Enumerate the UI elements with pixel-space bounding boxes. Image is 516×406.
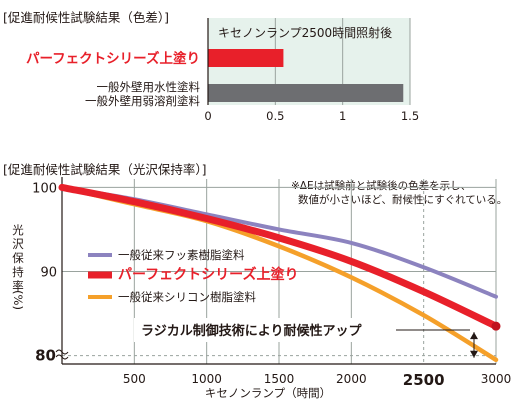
chart1-x-tick-label: 1.5	[401, 109, 419, 123]
chart2-annotation-arrowhead-down	[470, 350, 478, 358]
chart2-x-ticks: 500 1000 1500 2000 2500 3000	[123, 371, 511, 389]
chart2-legend-label: 一般従来シリコン樹脂塗料	[118, 290, 256, 304]
chart2-y-ticks: 100 90 80	[32, 181, 57, 364]
chart1-category-label: 一般外壁用弱溶剤塗料	[85, 94, 200, 108]
chart2-gridlines	[55, 177, 497, 365]
chart2-x-tick-label: 500	[123, 372, 146, 386]
chart1: [促進耐候性試験結果（色差）] キセノンランプ2500時間照射後 パーフェクトシ…	[3, 10, 419, 123]
chart2-series-lines	[58, 183, 501, 363]
chart2-x-tick-label: 2000	[336, 372, 367, 386]
chart2-y-axis-label: 光沢保持率(%)	[11, 223, 25, 310]
chart2-annotation-box	[134, 318, 396, 342]
chart1-bar	[208, 49, 284, 67]
chart2-x-tick-label: 1000	[191, 372, 222, 386]
chart2-note-line1: ※ΔEは試験前と試験後の色差を示し、	[291, 179, 471, 192]
chart2-x-tick-label: 2500	[403, 371, 445, 389]
chart1-bars	[208, 49, 404, 102]
chart2-legend-label: 一般従来フッ素樹脂塗料	[118, 248, 245, 262]
chart2-y-axis-label-char: 率	[12, 279, 24, 293]
chart1-category-label: 一般外壁用水性塗料	[97, 80, 201, 94]
chart2-title: [促進耐候性試験結果（光沢保持率）]	[3, 162, 207, 177]
chart1-x-tick-label: 0	[204, 109, 211, 123]
chart1-category-label: パーフェクトシリーズ上塗り	[26, 50, 200, 67]
chart2-legend-label: パーフェクトシリーズ上塗り	[118, 266, 298, 283]
chart2-y-axis-label-char: 光	[12, 223, 24, 237]
chart2-y-tick-label: 90	[40, 266, 57, 281]
chart2-annotation: ラジカル制御技術により耐候性アップ	[134, 318, 478, 358]
chart2: [促進耐候性試験結果（光沢保持率）] ※ΔEは試験前と試験後の色差を示し、 数値…	[3, 162, 511, 400]
chart2-x-axis-label: キセノンランプ（時間）	[205, 386, 331, 400]
chart1-title: [促進耐候性試験結果（色差）]	[3, 10, 169, 25]
chart2-y-axis-label-char: 保	[12, 251, 24, 265]
chart2-y-axis-label-char: (%)	[11, 290, 25, 310]
chart2-y-axis-label-char: 持	[12, 265, 24, 279]
chart1-bar	[208, 84, 404, 102]
chart1-subtitle: キセノンランプ2500時間照射後	[218, 25, 392, 40]
chart1-x-ticks: 0 0.5 1 1.5	[204, 109, 419, 123]
chart2-note-line2: 数値が小さいほど、耐候性にすぐれている。	[298, 193, 507, 206]
chart1-x-tick-label: 0.5	[266, 109, 284, 123]
chart2-x-tick-label: 1500	[264, 372, 295, 386]
chart2-annotation-text: ラジカル制御技術により耐候性アップ	[141, 323, 362, 339]
chart2-y-axis-label-char: 沢	[12, 237, 24, 251]
chart2-series-end-marker	[491, 321, 501, 331]
chart2-y-tick-label: 100	[32, 181, 57, 196]
chart2-series-line	[58, 183, 500, 330]
chart2-axis-break-mark	[55, 349, 69, 360]
chart2-x-tick-label: 3000	[481, 372, 512, 386]
chart1-x-tick-label: 1	[339, 109, 346, 123]
chart2-annotation-arrowhead-up	[470, 332, 478, 340]
chart2-y-tick-label: 80	[35, 347, 56, 365]
